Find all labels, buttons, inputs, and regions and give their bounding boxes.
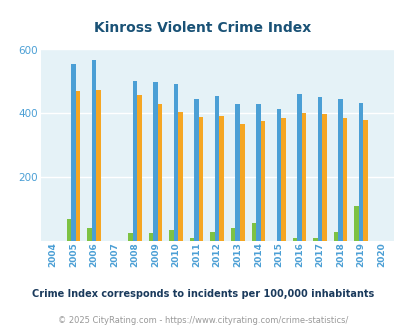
Text: Crime Index corresponds to incidents per 100,000 inhabitants: Crime Index corresponds to incidents per… xyxy=(32,289,373,299)
Bar xyxy=(71,64,75,241)
Bar xyxy=(132,82,137,241)
Bar xyxy=(149,233,153,241)
Bar xyxy=(321,114,326,241)
Bar xyxy=(333,232,337,241)
Bar xyxy=(342,118,346,241)
Bar xyxy=(214,96,219,241)
Bar xyxy=(239,124,244,241)
Bar xyxy=(173,84,178,241)
Text: Kinross Violent Crime Index: Kinross Violent Crime Index xyxy=(94,21,311,35)
Bar xyxy=(296,94,301,241)
Bar xyxy=(230,228,235,241)
Bar xyxy=(87,228,92,241)
Bar xyxy=(353,206,358,241)
Bar xyxy=(169,230,173,241)
Bar xyxy=(178,112,183,241)
Bar xyxy=(256,104,260,241)
Bar xyxy=(96,90,100,241)
Bar xyxy=(158,104,162,241)
Bar xyxy=(337,99,342,241)
Bar xyxy=(92,60,96,241)
Bar xyxy=(260,121,264,241)
Bar xyxy=(198,117,203,241)
Bar xyxy=(317,97,321,241)
Bar xyxy=(75,91,80,241)
Bar xyxy=(137,95,141,241)
Bar xyxy=(66,218,71,241)
Bar xyxy=(235,104,239,241)
Bar xyxy=(301,113,305,241)
Bar xyxy=(128,233,132,241)
Bar xyxy=(362,120,367,241)
Bar xyxy=(190,238,194,241)
Bar xyxy=(292,238,296,241)
Bar xyxy=(276,109,280,241)
Bar xyxy=(280,118,285,241)
Text: © 2025 CityRating.com - https://www.cityrating.com/crime-statistics/: © 2025 CityRating.com - https://www.city… xyxy=(58,315,347,325)
Bar xyxy=(251,223,256,241)
Bar xyxy=(153,82,158,241)
Bar xyxy=(312,238,317,241)
Bar xyxy=(210,232,214,241)
Bar xyxy=(358,103,362,241)
Bar xyxy=(194,99,198,241)
Bar xyxy=(219,116,224,241)
